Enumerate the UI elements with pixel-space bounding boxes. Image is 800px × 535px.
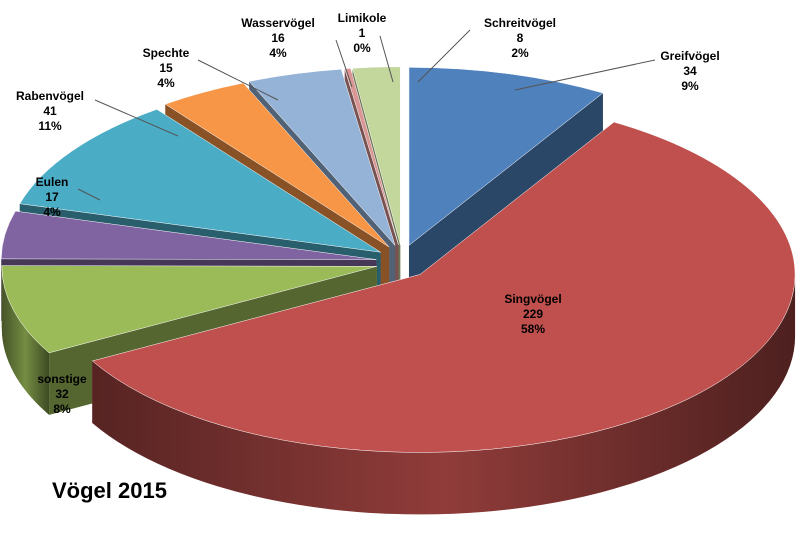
leader-line-limikole [379, 35, 394, 83]
slice-sonstige [1, 265, 377, 354]
slice-singvögel [91, 121, 796, 453]
slice-tops [1, 66, 796, 453]
leader-line-spechte [197, 59, 279, 101]
data-label-greifvögel: Greifvögel 34 9% [660, 49, 719, 93]
leader-line-greifvögel [514, 59, 656, 91]
data-label-singvögel: Singvögel 229 58% [504, 292, 561, 336]
chart-title: Vögel 2015 [52, 478, 167, 503]
slice-labels: Greifvögel 34 9% Singvögel 229 58% sonstige 32 8… [16, 11, 720, 416]
data-label-eulen: Eulen 17 4% [36, 175, 69, 219]
data-label-limikole: Limikole 1 0% [338, 11, 387, 55]
slice-eulen [1, 210, 377, 260]
data-label-wasservögel: Wasservögel 16 4% [241, 16, 315, 60]
slice-schreitvögel [352, 66, 401, 245]
leader-line-schreitvögel [417, 29, 471, 83]
leader-line-rabenvögel [94, 99, 179, 137]
leader-line-wasservögel [335, 39, 353, 88]
slice-wasservögel [248, 68, 396, 246]
data-label-schreitvögel: Schreitvögel 8 2% [484, 16, 556, 60]
leader-lines [77, 29, 656, 201]
data-label-rabenvögel: Rabenvögel 41 11% [16, 89, 84, 133]
leader-line-eulen [77, 188, 101, 201]
slice-greifvögel [408, 67, 604, 246]
slice-limikole [344, 68, 399, 245]
data-label-spechte: Spechte 15 4% [143, 46, 190, 90]
data-label-sonstige: sonstige 32 8% [37, 372, 87, 416]
slice-rabenvögel [19, 109, 381, 253]
